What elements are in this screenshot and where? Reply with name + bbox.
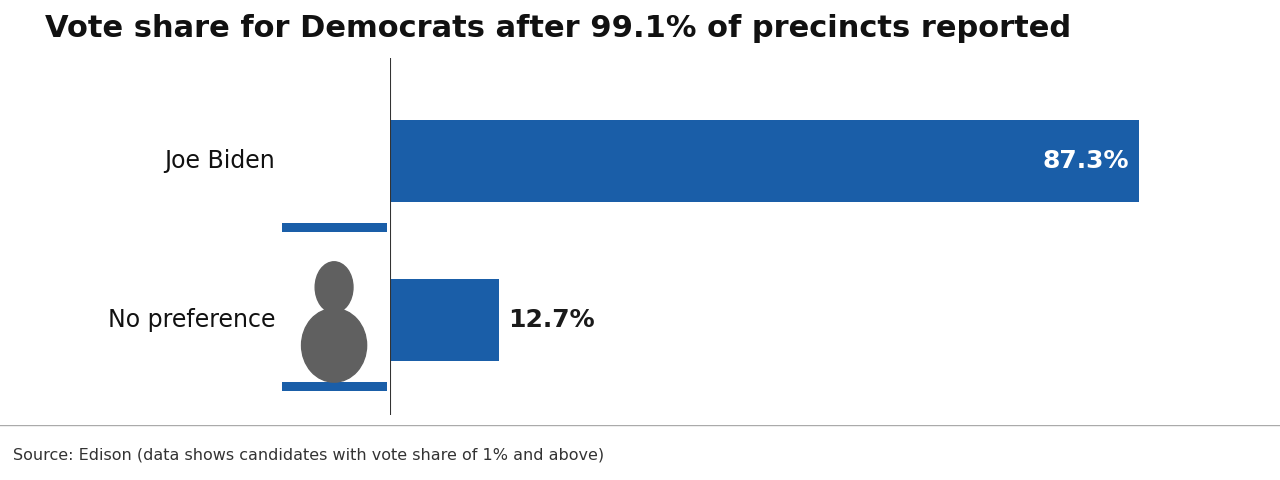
Bar bbox=[282, 223, 387, 232]
Text: B: B bbox=[1135, 444, 1149, 462]
Bar bbox=[390, 278, 499, 361]
Text: No preference: No preference bbox=[108, 308, 275, 332]
Text: B: B bbox=[1184, 444, 1198, 462]
Text: Vote share for Democrats after 99.1% of precincts reported: Vote share for Democrats after 99.1% of … bbox=[45, 14, 1071, 43]
Text: Source: Edison (data shows candidates with vote share of 1% and above): Source: Edison (data shows candidates wi… bbox=[13, 448, 604, 463]
Text: Joe Biden: Joe Biden bbox=[164, 149, 275, 173]
Circle shape bbox=[315, 262, 353, 313]
Ellipse shape bbox=[302, 309, 366, 382]
Text: 12.7%: 12.7% bbox=[508, 308, 594, 332]
Text: C: C bbox=[1233, 444, 1247, 462]
Bar bbox=[390, 120, 1139, 202]
Bar bbox=[282, 382, 387, 391]
Text: 87.3%: 87.3% bbox=[1042, 149, 1129, 173]
